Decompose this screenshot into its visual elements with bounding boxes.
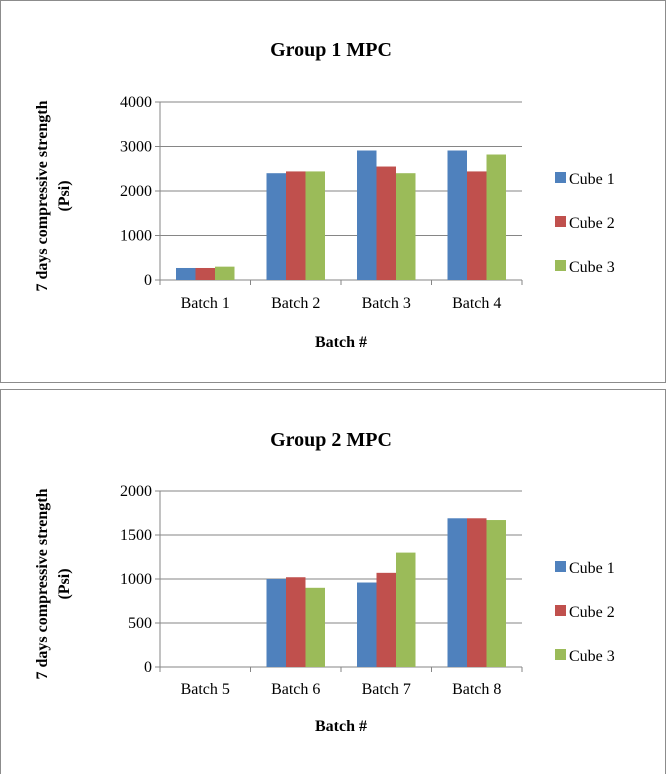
chart-panel-group-2: Group 2 MPC 0 500 1000 1500 2000 Batch 5 Batch …: [0, 389, 666, 774]
legend-label-cube-2: Cube 2: [569, 604, 615, 621]
y-axis-title-line-1: 7 days compressive strength: [34, 488, 51, 679]
y-tick-label-4000: 4000: [120, 94, 152, 111]
chart-panel-group-1: Group 1 MPC 0 1000 2000 3000 4000 Batch 1 Batch…: [0, 0, 666, 383]
y-axis-title-line-2: (Psi): [56, 180, 73, 211]
legend-label-cube-1: Cube 1: [569, 560, 615, 577]
legend-swatch-cube-1: [555, 561, 566, 572]
chart-title: Group 2 MPC: [270, 429, 392, 451]
y-tick-label-500: 500: [128, 615, 152, 632]
chart-title: Group 1 MPC: [270, 39, 392, 61]
legend-label-cube-2: Cube 2: [569, 215, 615, 232]
bar-cube-1-batch-4: [447, 150, 467, 280]
bar-cube-3-batch-8: [486, 520, 506, 667]
chart-group-1: Group 1 MPC 0 1000 2000 3000 4000 Batch 1 Batch…: [34, 39, 615, 351]
bar-cube-1-batch-3: [357, 150, 377, 280]
bar-cube-2-batch-7: [376, 572, 396, 667]
legend-label-cube-3: Cube 3: [569, 648, 615, 665]
bar-cube-3-batch-7: [396, 552, 416, 667]
y-tick-label-0: 0: [144, 272, 152, 289]
legend-swatch-cube-3: [555, 260, 566, 271]
x-tick-label-batch-3: Batch 3: [362, 295, 411, 312]
chart-group-2: Group 2 MPC 0 500 1000 1500 2000 Batch 5 Batch …: [34, 429, 615, 735]
y-tick-label-1000: 1000: [120, 571, 152, 588]
legend-label-cube-1: Cube 1: [569, 171, 615, 188]
x-tick-label-batch-2: Batch 2: [271, 295, 320, 312]
bar-cube-1-batch-7: [357, 582, 377, 667]
bar-cube-2-batch-8: [467, 518, 487, 667]
legend-swatch-cube-1: [555, 172, 566, 183]
x-tick-label-batch-1: Batch 1: [181, 295, 230, 312]
legend-swatch-cube-2: [555, 216, 566, 227]
bar-cube-2-batch-3: [376, 166, 396, 280]
y-axis-title-line-1: 7 days compressive strength: [34, 100, 51, 291]
bar-cube-1-batch-1: [176, 267, 196, 280]
x-axis-title: Batch #: [315, 334, 367, 351]
bar-cube-3-batch-4: [486, 154, 506, 280]
bar-cube-2-batch-1: [195, 267, 215, 280]
y-tick-label-3000: 3000: [120, 139, 152, 156]
bar-cube-2-batch-4: [467, 171, 487, 280]
y-tick-label-1500: 1500: [120, 527, 152, 544]
y-axis-title: 7 days compressive strength (Psi): [34, 100, 73, 291]
bar-cube-3-batch-2: [305, 171, 325, 280]
x-tick-label-batch-4: Batch 4: [452, 295, 501, 312]
bar-cube-2-batch-2: [286, 171, 306, 280]
y-tick-label-0: 0: [144, 659, 152, 676]
x-tick-label-batch-6: Batch 6: [271, 681, 320, 698]
y-tick-label-2000: 2000: [120, 483, 152, 500]
legend-swatch-cube-3: [555, 649, 566, 660]
x-tick-label-batch-7: Batch 7: [362, 681, 411, 698]
y-tick-label-2000: 2000: [120, 183, 152, 200]
bar-cube-3-batch-3: [396, 173, 416, 280]
x-axis-title: Batch #: [315, 718, 367, 735]
bar-cube-3-batch-6: [305, 587, 325, 667]
bar-cube-3-batch-1: [215, 266, 235, 280]
y-axis-title-line-2: (Psi): [56, 568, 73, 599]
y-axis-title: 7 days compressive strength (Psi): [34, 488, 73, 679]
bar-cube-1-batch-6: [266, 579, 286, 667]
bar-cube-1-batch-8: [447, 518, 467, 667]
bar-cube-1-batch-2: [266, 173, 286, 280]
x-tick-label-batch-8: Batch 8: [452, 681, 501, 698]
x-tick-label-batch-5: Batch 5: [181, 681, 230, 698]
y-tick-label-1000: 1000: [120, 228, 152, 245]
bar-cube-2-batch-6: [286, 577, 306, 667]
legend-swatch-cube-2: [555, 605, 566, 616]
legend-label-cube-3: Cube 3: [569, 259, 615, 276]
